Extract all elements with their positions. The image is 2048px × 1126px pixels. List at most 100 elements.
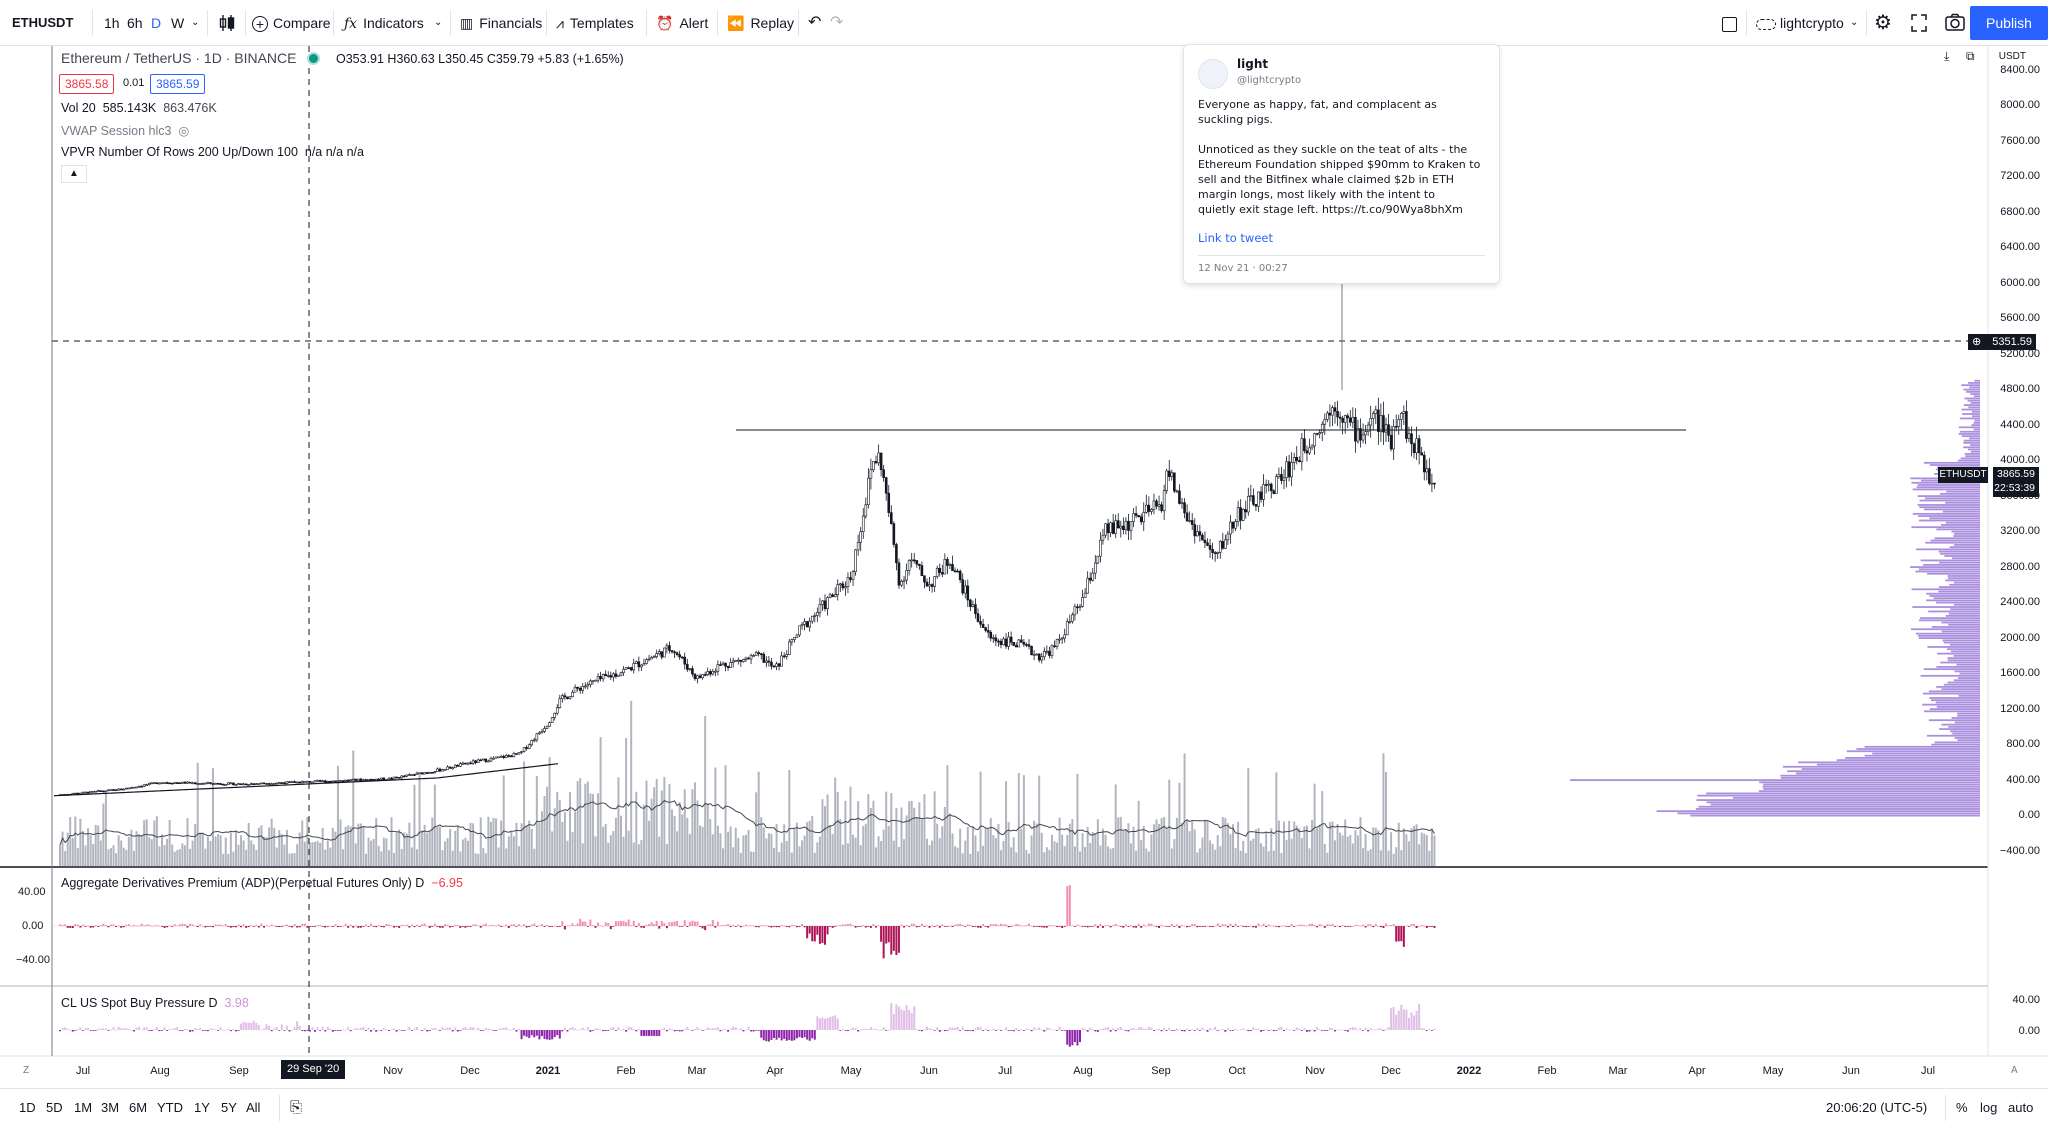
adp-bar: [989, 924, 992, 926]
replay-button[interactable]: ⏪ Replay: [727, 0, 794, 46]
eye-dot-icon[interactable]: [307, 52, 320, 68]
log-scale-toggle[interactable]: log: [1980, 1100, 1998, 1115]
cl-bar: [734, 1027, 737, 1030]
volume-bar: [400, 848, 403, 866]
plus-circle-icon[interactable]: ⊕: [1972, 336, 1982, 348]
volume-bar: [405, 833, 408, 866]
financials-button[interactable]: ▥ Financials: [460, 0, 542, 46]
cl-bar: [1058, 1026, 1061, 1030]
candles-style-icon[interactable]: [218, 0, 236, 46]
adp-bar: [987, 926, 990, 928]
bid-price[interactable]: 3865.58: [59, 74, 115, 94]
interval-1d[interactable]: D: [151, 15, 162, 31]
ask-price[interactable]: 3865.59: [150, 74, 206, 94]
candle-body: [1007, 636, 1010, 647]
currency-label[interactable]: USDT: [1998, 51, 2026, 62]
tweet-link[interactable]: Link to tweet: [1198, 231, 1273, 245]
layout-name-button[interactable]: lightcrypto: [1756, 0, 1844, 46]
candle-body: [1336, 410, 1339, 418]
redo-icon[interactable]: ↷: [830, 14, 844, 31]
symbol-title[interactable]: Ethereum / TetherUS · 1D · BINANCE: [61, 50, 297, 66]
range-1m[interactable]: 1M: [74, 1100, 93, 1115]
chevron-down-icon[interactable]: ⌄: [191, 17, 200, 28]
candle-body: [907, 560, 911, 571]
cl-bar: [1030, 1030, 1033, 1032]
price-axis-label: 6400.00: [2000, 241, 2040, 253]
range-all[interactable]: All: [246, 1100, 261, 1115]
arrow-down-icon[interactable]: ⤓: [1944, 49, 1950, 63]
candle-body: [604, 674, 608, 677]
templates-button[interactable]: ⩘ Templates: [556, 0, 634, 46]
range-3m[interactable]: 3M: [101, 1100, 120, 1115]
range-ytd[interactable]: YTD: [157, 1100, 183, 1115]
range-5d[interactable]: 5D: [46, 1100, 63, 1115]
adp-legend[interactable]: Aggregate Derivatives Premium (ADP)(Perp…: [61, 876, 463, 890]
interval-1h[interactable]: 1h: [104, 15, 120, 31]
percent-scale-toggle[interactable]: %: [1956, 1100, 1968, 1115]
volume-legend[interactable]: Vol 20 585.143K 863.476K: [61, 101, 217, 115]
cl-bar: [1160, 1030, 1163, 1032]
volume-bar: [1356, 835, 1359, 866]
adp-bar: [339, 926, 342, 927]
vpvr-row: [1959, 417, 1980, 420]
adp-bar: [1193, 924, 1196, 926]
adp-bar: [767, 926, 770, 927]
interval-6h[interactable]: 6h: [127, 15, 143, 31]
candle-body: [675, 652, 679, 655]
collapse-legend-button[interactable]: ▲: [61, 165, 87, 183]
range-1d[interactable]: 1D: [19, 1100, 36, 1115]
chevron-down-icon[interactable]: ⌄: [434, 17, 443, 28]
camera-icon[interactable]: [1944, 0, 1966, 46]
fullscreen-icon[interactable]: [1910, 0, 1928, 46]
vwap-legend[interactable]: VWAP Session hlc3 ◎: [61, 123, 189, 138]
eye-off-icon[interactable]: ◎: [178, 124, 190, 138]
adp-bar: [1219, 926, 1222, 927]
adp-bar: [744, 924, 747, 926]
candle-body: [1142, 512, 1146, 523]
range-1y[interactable]: 1Y: [194, 1100, 210, 1115]
indicators-button[interactable]: ƒx Indicators: [344, 0, 424, 46]
cl-bar: [352, 1029, 355, 1031]
gear-icon[interactable]: ⚙: [1874, 12, 1892, 34]
volume-bar: [301, 820, 304, 866]
range-5y[interactable]: 5Y: [221, 1100, 237, 1115]
adp-bar: [1096, 926, 1099, 928]
cl-legend[interactable]: CL US Spot Buy Pressure D 3.98: [61, 996, 249, 1010]
alert-button[interactable]: ⏰ Alert: [656, 0, 708, 46]
adp-bar: [222, 925, 225, 927]
date-range-icon[interactable]: ⎘: [290, 1099, 303, 1116]
vpvr-legend[interactable]: VPVR Number Of Rows 200 Up/Down 100 n/a …: [61, 145, 364, 159]
zoom-toggle-icon[interactable]: Z: [23, 1065, 30, 1076]
adp-bar: [291, 926, 294, 928]
auto-scale-toggle[interactable]: auto: [2008, 1100, 2034, 1115]
volume-bar: [102, 803, 105, 866]
interval-1w[interactable]: W: [171, 15, 185, 31]
tweet-author-handle[interactable]: @lightcrypto: [1237, 75, 1302, 86]
vpvr-row: [1946, 648, 1980, 651]
range-6m[interactable]: 6M: [129, 1100, 148, 1115]
tweet-card[interactable]: light @lightcrypto Everyone as happy, fa…: [1183, 44, 1500, 284]
tweet-author-name[interactable]: light: [1237, 57, 1269, 71]
layout-square-icon[interactable]: [1722, 0, 1737, 46]
clock-timezone[interactable]: 20:06:20 (UTC-5): [1826, 1100, 1928, 1115]
cl-bar: [1152, 1030, 1155, 1031]
undo-icon[interactable]: ↶: [808, 14, 822, 31]
auto-scale-icon[interactable]: A: [2011, 1065, 2018, 1076]
symbol-search[interactable]: ETHUSDT: [12, 15, 74, 30]
candle-body: [1241, 509, 1245, 521]
maximize-pane-icon[interactable]: ⧉: [1966, 49, 1975, 63]
volume-bar: [474, 853, 477, 866]
cl-bar: [1211, 1029, 1214, 1030]
chevron-down-icon[interactable]: ⌄: [1850, 17, 1859, 28]
candle-body: [754, 652, 758, 656]
adp-bar: [107, 926, 110, 928]
compare-button[interactable]: + Compare: [252, 0, 331, 46]
candle-body: [1198, 531, 1202, 536]
vpvr-row: [1801, 768, 1980, 770]
publish-button[interactable]: Publish: [1970, 6, 2048, 40]
cl-bar: [1300, 1030, 1303, 1031]
cl-bar: [918, 1030, 921, 1031]
cl-bar: [497, 1028, 500, 1030]
cl-bar: [222, 1029, 225, 1031]
